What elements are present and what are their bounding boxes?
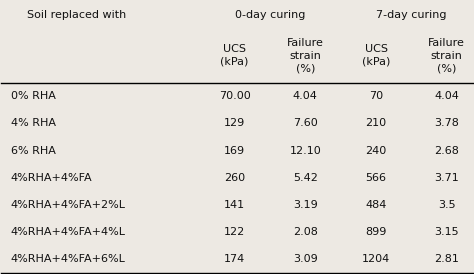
Text: UCS
(kPa): UCS (kPa) [220, 44, 249, 67]
Text: 70.00: 70.00 [219, 91, 251, 101]
Text: 4%RHA+4%FA: 4%RHA+4%FA [11, 173, 92, 183]
Text: 4.04: 4.04 [293, 91, 318, 101]
Text: 2.08: 2.08 [293, 227, 318, 237]
Text: 566: 566 [365, 173, 386, 183]
Text: 3.19: 3.19 [293, 200, 318, 210]
Text: 169: 169 [224, 145, 245, 156]
Text: 210: 210 [365, 118, 387, 129]
Text: 122: 122 [224, 227, 245, 237]
Text: 3.71: 3.71 [434, 173, 459, 183]
Text: 12.10: 12.10 [290, 145, 321, 156]
Text: 4.04: 4.04 [434, 91, 459, 101]
Text: 129: 129 [224, 118, 245, 129]
Text: 141: 141 [224, 200, 245, 210]
Text: 0-day curing: 0-day curing [235, 10, 305, 20]
Text: 484: 484 [365, 200, 387, 210]
Text: 6% RHA: 6% RHA [11, 145, 55, 156]
Text: 3.5: 3.5 [438, 200, 456, 210]
Text: 899: 899 [365, 227, 387, 237]
Text: UCS
(kPa): UCS (kPa) [362, 44, 390, 67]
Text: Failure
strain
(%): Failure strain (%) [428, 38, 465, 73]
Text: Soil replaced with: Soil replaced with [27, 10, 127, 20]
Text: 4%RHA+4%FA+4%L: 4%RHA+4%FA+4%L [11, 227, 126, 237]
Text: 2.81: 2.81 [434, 254, 459, 264]
Text: 3.15: 3.15 [434, 227, 459, 237]
Text: 5.42: 5.42 [293, 173, 318, 183]
Text: 7.60: 7.60 [293, 118, 318, 129]
Text: 70: 70 [369, 91, 383, 101]
Text: 174: 174 [224, 254, 245, 264]
Text: 1204: 1204 [362, 254, 390, 264]
Text: 7-day curing: 7-day curing [376, 10, 447, 20]
Text: 4%RHA+4%FA+6%L: 4%RHA+4%FA+6%L [11, 254, 126, 264]
Text: 4% RHA: 4% RHA [11, 118, 56, 129]
Text: 3.78: 3.78 [434, 118, 459, 129]
Text: 2.68: 2.68 [434, 145, 459, 156]
Text: 0% RHA: 0% RHA [11, 91, 55, 101]
Text: Failure
strain
(%): Failure strain (%) [287, 38, 324, 73]
Text: 4%RHA+4%FA+2%L: 4%RHA+4%FA+2%L [11, 200, 126, 210]
Text: 240: 240 [365, 145, 387, 156]
Text: 3.09: 3.09 [293, 254, 318, 264]
Text: 260: 260 [224, 173, 245, 183]
